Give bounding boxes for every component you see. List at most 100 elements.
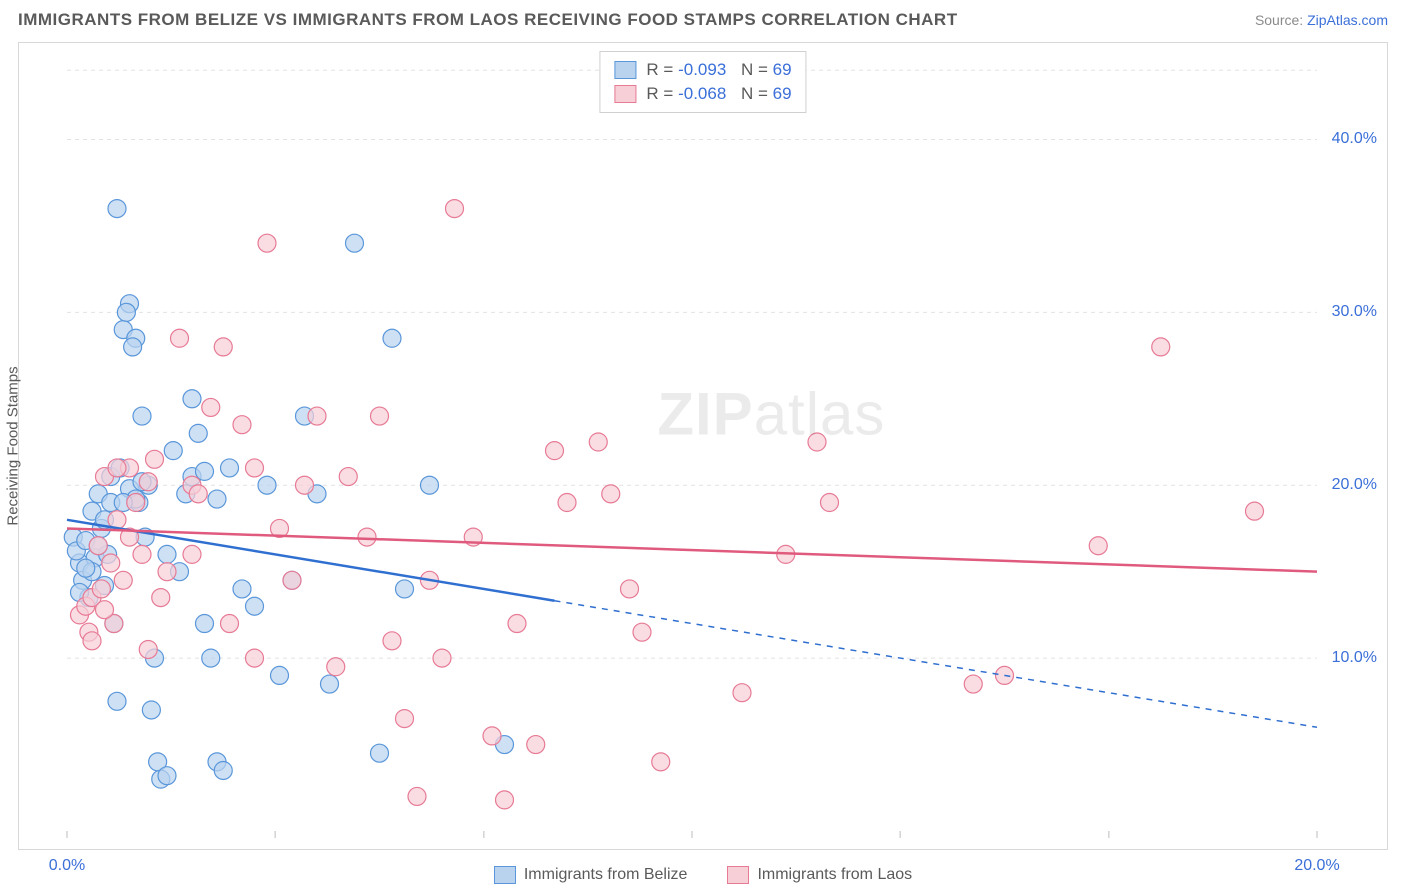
data-point bbox=[139, 473, 157, 491]
data-point bbox=[339, 468, 357, 486]
data-point bbox=[396, 580, 414, 598]
legend-label: Immigrants from Belize bbox=[524, 866, 688, 884]
data-point bbox=[214, 338, 232, 356]
data-point bbox=[633, 623, 651, 641]
legend-swatch bbox=[614, 85, 636, 103]
data-point bbox=[421, 476, 439, 494]
data-point bbox=[139, 640, 157, 658]
data-point bbox=[133, 545, 151, 563]
data-point bbox=[446, 200, 464, 218]
data-point bbox=[589, 433, 607, 451]
data-point bbox=[321, 675, 339, 693]
data-point bbox=[283, 571, 301, 589]
header: IMMIGRANTS FROM BELIZE VS IMMIGRANTS FRO… bbox=[0, 0, 1406, 36]
data-point bbox=[202, 649, 220, 667]
legend-swatch bbox=[494, 866, 516, 884]
data-point bbox=[77, 559, 95, 577]
data-point bbox=[371, 744, 389, 762]
data-point bbox=[183, 390, 201, 408]
data-point bbox=[358, 528, 376, 546]
data-point bbox=[527, 736, 545, 754]
data-point bbox=[1152, 338, 1170, 356]
data-point bbox=[258, 234, 276, 252]
data-point bbox=[308, 407, 326, 425]
data-point bbox=[433, 649, 451, 667]
legend-swatch bbox=[614, 61, 636, 79]
data-point bbox=[127, 494, 145, 512]
source-link[interactable]: ZipAtlas.com bbox=[1307, 12, 1388, 28]
data-point bbox=[346, 234, 364, 252]
data-point bbox=[621, 580, 639, 598]
data-point bbox=[408, 787, 426, 805]
legend-stat-row: R = -0.093 N = 69 bbox=[614, 58, 791, 82]
data-point bbox=[233, 580, 251, 598]
data-point bbox=[92, 580, 110, 598]
data-point bbox=[114, 571, 132, 589]
data-point bbox=[383, 329, 401, 347]
chart-title: IMMIGRANTS FROM BELIZE VS IMMIGRANTS FRO… bbox=[18, 10, 958, 30]
data-point bbox=[383, 632, 401, 650]
data-point bbox=[96, 601, 114, 619]
data-point bbox=[208, 490, 226, 508]
data-point bbox=[214, 761, 232, 779]
y-tick-label: 30.0% bbox=[1332, 303, 1377, 321]
data-point bbox=[189, 485, 207, 503]
source-label: Source: ZipAtlas.com bbox=[1255, 12, 1388, 28]
data-point bbox=[221, 459, 239, 477]
chart-area: Receiving Food Stamps ZIPatlas R = -0.09… bbox=[18, 42, 1388, 850]
data-point bbox=[158, 767, 176, 785]
data-point bbox=[652, 753, 670, 771]
data-point bbox=[108, 459, 126, 477]
data-point bbox=[546, 442, 564, 460]
legend-stat-row: R = -0.068 N = 69 bbox=[614, 82, 791, 106]
data-point bbox=[102, 554, 120, 572]
data-point bbox=[733, 684, 751, 702]
data-point bbox=[964, 675, 982, 693]
y-tick-label: 20.0% bbox=[1332, 476, 1377, 494]
data-point bbox=[117, 303, 135, 321]
data-point bbox=[108, 200, 126, 218]
data-point bbox=[558, 494, 576, 512]
correlation-legend: R = -0.093 N = 69R = -0.068 N = 69 bbox=[599, 51, 806, 113]
data-point bbox=[189, 424, 207, 442]
data-point bbox=[164, 442, 182, 460]
data-point bbox=[202, 398, 220, 416]
data-point bbox=[183, 545, 201, 563]
trend-line-dashed bbox=[555, 601, 1318, 728]
data-point bbox=[1246, 502, 1264, 520]
data-point bbox=[196, 615, 214, 633]
data-point bbox=[221, 615, 239, 633]
data-point bbox=[246, 649, 264, 667]
data-point bbox=[142, 701, 160, 719]
data-point bbox=[496, 791, 514, 809]
data-point bbox=[246, 459, 264, 477]
data-point bbox=[171, 329, 189, 347]
data-point bbox=[1089, 537, 1107, 555]
legend-item: Immigrants from Belize bbox=[494, 866, 688, 884]
data-point bbox=[158, 545, 176, 563]
data-point bbox=[296, 476, 314, 494]
data-point bbox=[271, 666, 289, 684]
data-point bbox=[152, 589, 170, 607]
legend-label: Immigrants from Laos bbox=[757, 866, 912, 884]
data-point bbox=[108, 692, 126, 710]
data-point bbox=[327, 658, 345, 676]
data-point bbox=[821, 494, 839, 512]
data-point bbox=[233, 416, 251, 434]
data-point bbox=[146, 450, 164, 468]
data-point bbox=[124, 338, 142, 356]
y-tick-label: 10.0% bbox=[1332, 649, 1377, 667]
legend-item: Immigrants from Laos bbox=[727, 866, 912, 884]
scatter-plot bbox=[19, 43, 1387, 849]
data-point bbox=[396, 710, 414, 728]
series-legend: Immigrants from Belize Immigrants from La… bbox=[0, 866, 1406, 884]
data-point bbox=[483, 727, 501, 745]
data-point bbox=[133, 407, 151, 425]
data-point bbox=[371, 407, 389, 425]
data-point bbox=[158, 563, 176, 581]
data-point bbox=[602, 485, 620, 503]
data-point bbox=[246, 597, 264, 615]
data-point bbox=[89, 537, 107, 555]
data-point bbox=[196, 462, 214, 480]
legend-swatch bbox=[727, 866, 749, 884]
